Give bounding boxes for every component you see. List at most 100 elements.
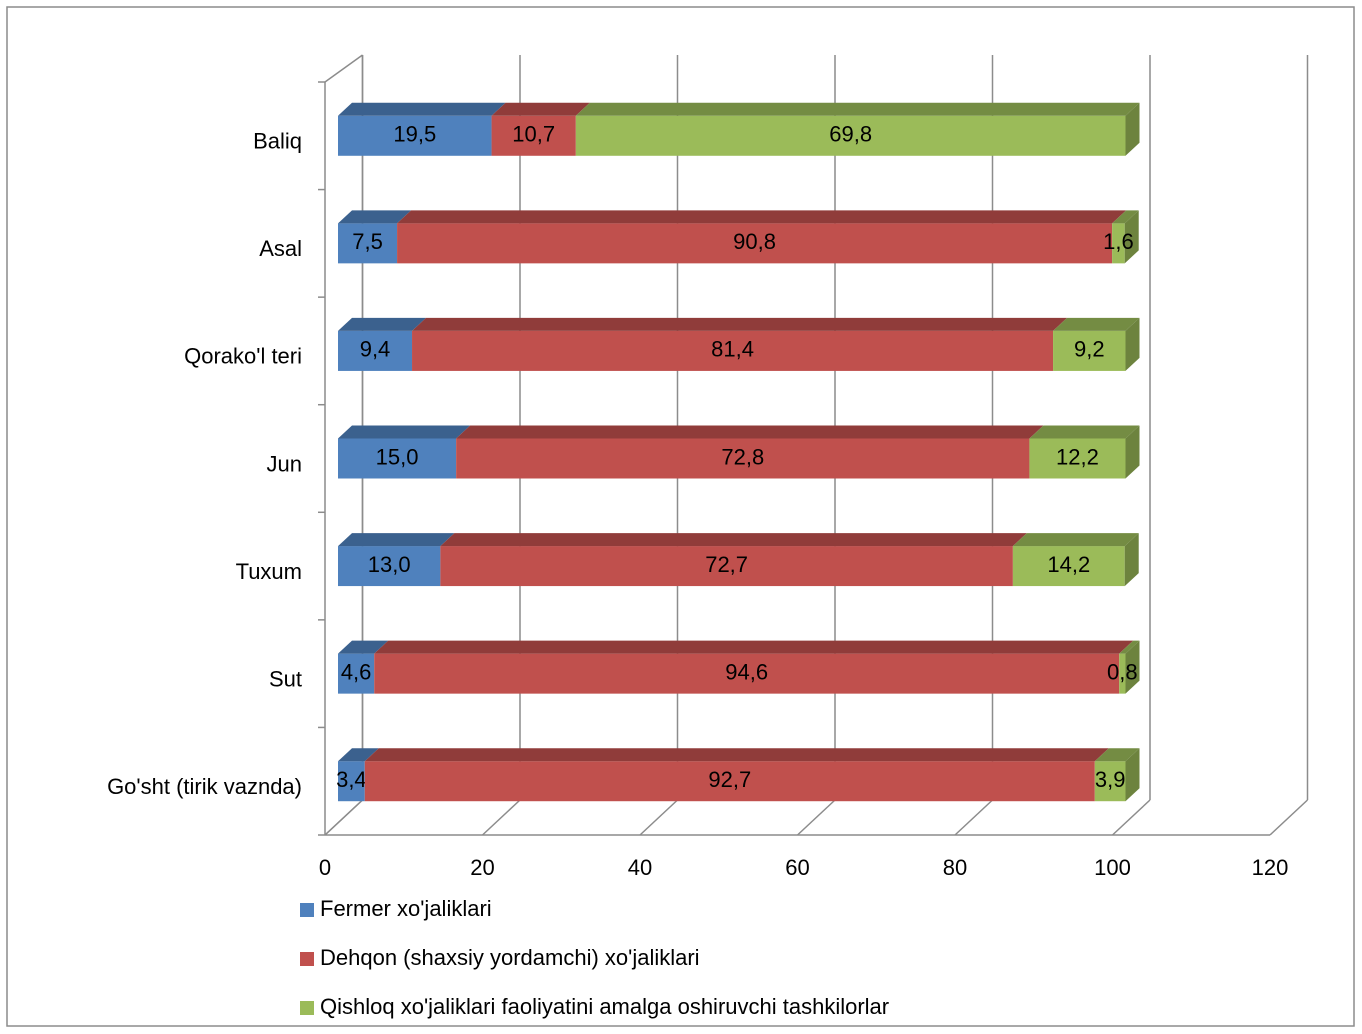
bar-segment [575,115,1126,156]
bar-segment [338,115,492,156]
bar-segment-top [1012,533,1139,547]
bar-segment-top [456,425,1044,439]
data-label: 4,6 [341,659,372,684]
data-label: 3,9 [1095,767,1126,792]
y-tick-label: Go'sht (tirik vaznda) [107,774,302,799]
data-label: 14,2 [1047,552,1090,577]
bar-segment-side [1124,210,1139,264]
bar-segment [1119,653,1126,694]
x-tick-label: 20 [470,855,494,880]
data-label: 9,4 [360,337,391,362]
bar-segment-side [1125,640,1140,694]
bar-segment [440,546,1013,587]
bar-segment [374,653,1120,694]
bar-segment [338,653,375,694]
bar-segment-top [338,317,427,331]
floor-tick [1111,799,1151,836]
data-label: 15,0 [376,444,419,469]
bar-segment-top [1029,425,1140,439]
data-label: 90,8 [733,229,776,254]
bar-segment-top [491,102,590,116]
floor-tick [796,799,836,836]
data-label: 7,5 [352,229,383,254]
bar-segment-top [364,748,1109,762]
data-label: 92,7 [708,767,751,792]
bar-segment [1012,546,1125,587]
legend-label: Fermer xo'jaliklari [320,896,492,921]
legend-label: Dehqon (shaxsiy yordamchi) xo'jaliklari [320,945,700,970]
data-label: 72,8 [721,444,764,469]
y-tick-label: Qorako'l teri [184,344,302,369]
floor-tick [1269,799,1309,836]
bar-segment-top [397,210,1127,224]
legend-label: Qishloq xo'jaliklari faoliyatini amalga … [320,994,889,1019]
data-label: 1,6 [1103,229,1134,254]
bar-segment [1053,330,1126,371]
bar-segment-top [1119,640,1140,654]
data-label: 3,4 [336,767,367,792]
bar-segment [1112,223,1125,264]
bar-segment [1029,438,1126,479]
bar-segment-top [338,425,471,439]
bar-segment [364,761,1095,802]
bar-segment [1094,761,1126,802]
x-tick-label: 0 [319,855,331,880]
y-tick-label: Jun [267,451,302,476]
floor-tick [481,799,521,836]
x-tick-label: 100 [1094,855,1131,880]
bar-segment-top [338,748,379,762]
legend-swatch [300,903,314,917]
bar-segment-side [1125,102,1140,156]
bar-segment [412,330,1054,371]
bar-segment-top [374,640,1134,654]
bar-segment-top [440,533,1027,547]
data-label: 81,4 [711,337,754,362]
x-tick-label: 40 [628,855,652,880]
bar-segment-top [338,210,412,224]
data-label: 19,5 [393,122,436,147]
bar-segment [338,223,398,264]
y-tick-label: Baliq [253,129,302,154]
bar-segment-side [1125,748,1140,802]
data-label: 69,8 [829,122,872,147]
bar-segment-top [412,317,1068,331]
data-label: 10,7 [512,122,555,147]
x-tick-label: 60 [785,855,809,880]
bar-segment-side [1124,533,1139,587]
bar-segment-top [338,102,506,116]
bar-segment [338,438,457,479]
bar-segment [456,438,1030,479]
bar-segment-top [575,102,1140,116]
data-label: 12,2 [1056,444,1099,469]
data-label: 0,8 [1107,659,1138,684]
bar-segment-top [1094,748,1140,762]
floor-tick [324,799,364,836]
legend-swatch [300,952,314,966]
bar-segment-side [1125,425,1140,479]
x-tick-label: 120 [1252,855,1289,880]
bar-segment [338,546,441,587]
bar-segment-top [1053,317,1140,331]
chart-border [6,6,1355,1027]
left-wall-top [324,54,363,83]
data-label: 13,0 [368,552,411,577]
floor-tick [639,799,679,836]
legend-swatch [300,1001,314,1015]
bar-segment [397,223,1113,264]
bar-segment [338,330,413,371]
bar-segment-top [1112,210,1139,224]
bar-segment [338,761,365,802]
floor-tick [954,799,994,836]
data-label: 94,6 [725,659,768,684]
data-label: 72,7 [705,552,748,577]
y-tick-label: Asal [259,236,302,261]
y-tick-label: Tuxum [236,559,302,584]
bar-segment-top [338,533,455,547]
bar-segment-top [338,640,389,654]
bar-segment-side [1125,317,1140,371]
y-tick-label: Sut [269,666,302,691]
data-label: 9,2 [1074,337,1105,362]
bar-segment [491,115,576,156]
